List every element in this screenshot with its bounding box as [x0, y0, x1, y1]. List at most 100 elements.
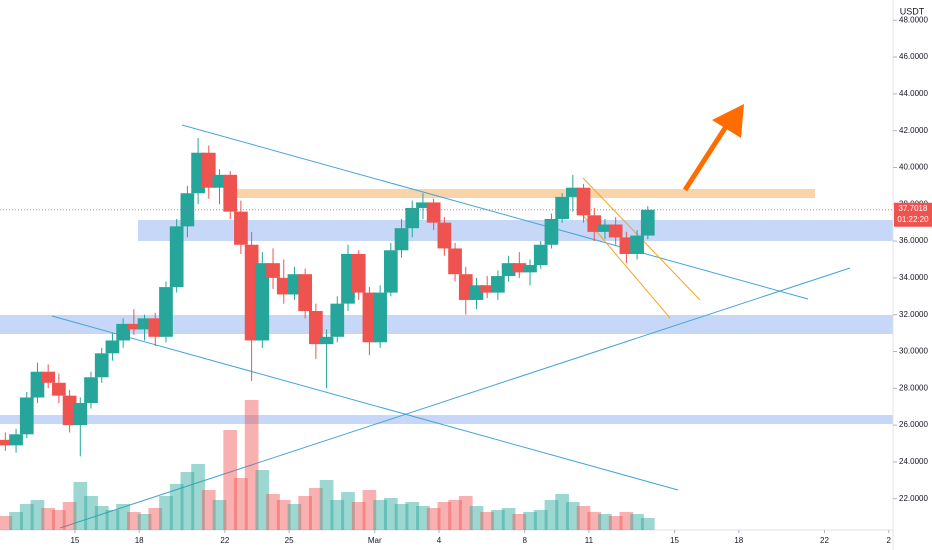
volume-bar	[212, 500, 227, 530]
x-tick-label: 4	[437, 536, 442, 545]
candle-body	[437, 222, 452, 249]
volume-bar	[576, 506, 591, 530]
volume-bar	[351, 502, 366, 530]
candle-body	[330, 303, 345, 337]
volume-bar	[405, 502, 420, 530]
trend-line	[51, 315, 679, 491]
volume-bar	[41, 508, 56, 530]
candles	[0, 138, 655, 457]
volume-bar	[0, 516, 13, 530]
y-tick-label: 44.0000	[899, 89, 928, 98]
candle-body	[212, 174, 227, 188]
volume-bar	[437, 502, 452, 530]
volume-bar	[73, 482, 88, 530]
candle-body	[587, 215, 602, 232]
volume-bar	[383, 498, 398, 530]
volume-bar	[426, 508, 441, 530]
support-zone	[0, 315, 893, 334]
trend-line	[181, 124, 809, 300]
volume-bar	[191, 464, 205, 530]
volume-bar	[341, 492, 355, 530]
volume-bar	[137, 514, 152, 530]
y-tick-label: 40.0000	[899, 163, 928, 172]
volume-bars	[0, 400, 655, 530]
candle-body	[266, 263, 280, 278]
volume-bar	[287, 504, 302, 530]
candle-body	[533, 244, 548, 265]
candle-body	[608, 224, 623, 238]
candle-body	[126, 323, 141, 330]
x-tick-label: 22	[220, 536, 229, 545]
candle-body	[341, 253, 355, 304]
volume-bar	[394, 504, 409, 530]
candle-body	[9, 434, 23, 446]
candle-body	[201, 152, 216, 188]
candle-body	[544, 218, 559, 245]
candle-body	[73, 403, 88, 426]
volume-bar	[448, 500, 462, 530]
volume-bar	[309, 488, 323, 530]
volume-bar	[276, 500, 291, 530]
y-tick-label: 32.0000	[899, 310, 928, 319]
x-tick-label: 15	[670, 536, 679, 545]
resistance-zone	[225, 189, 815, 198]
candle-body	[94, 353, 109, 378]
volume-bar	[491, 510, 505, 530]
x-tick-label: 22	[820, 536, 829, 545]
candle-body	[319, 336, 334, 345]
candle-body	[223, 174, 238, 212]
volume-bar	[608, 516, 623, 530]
drawings	[0, 104, 893, 529]
candle-body	[469, 285, 484, 300]
volume-bar	[126, 512, 141, 530]
y-tick-label: 22.0000	[899, 494, 928, 503]
candle-body	[416, 202, 430, 208]
volume-bar	[19, 504, 34, 530]
volume-bar	[9, 512, 23, 530]
volume-bar	[630, 514, 644, 530]
x-tick-label: 25	[285, 536, 294, 545]
y-tick-label: 48.0000	[899, 15, 928, 24]
x-tick-label: 18	[135, 536, 144, 545]
candle-body	[84, 377, 98, 404]
volume-bar	[330, 500, 345, 530]
candle-body	[0, 439, 13, 446]
candle-body	[116, 323, 130, 341]
volume-bar	[94, 506, 109, 530]
x-tick-label: 18	[734, 536, 743, 545]
candle-body	[255, 263, 270, 341]
candle-body	[105, 340, 120, 354]
volume-bar	[266, 494, 280, 530]
volume-bar	[416, 506, 430, 530]
arrow-shaft	[682, 123, 730, 192]
y-tick-label: 36.0000	[899, 236, 928, 245]
volume-bar	[62, 502, 77, 530]
volume-bar	[512, 514, 527, 530]
candle-body	[480, 285, 495, 293]
currency-label: USDT	[900, 6, 925, 16]
trend-line	[59, 267, 851, 529]
volume-bar	[298, 496, 313, 530]
volume-bar	[201, 490, 216, 530]
volume-bar	[587, 512, 602, 530]
volume-bar	[180, 472, 195, 530]
y-tick-label: 26.0000	[899, 420, 928, 429]
volume-bar	[148, 508, 163, 530]
candle-body	[137, 318, 152, 330]
volume-bar	[244, 400, 259, 530]
candle-body	[383, 250, 398, 293]
x-tick-label: Mar	[368, 536, 382, 545]
volume-bar	[544, 500, 559, 530]
volume-bar	[105, 510, 120, 530]
candle-body	[598, 224, 612, 232]
y-tick-label: 42.0000	[899, 126, 928, 135]
support-zone	[0, 415, 893, 424]
volume-bar	[362, 490, 377, 530]
x-tick-label: 2	[886, 536, 891, 545]
countdown-label: 01:22:20	[897, 215, 929, 224]
candle-body	[351, 253, 366, 293]
candle-body	[576, 187, 591, 216]
support-zone	[138, 220, 893, 241]
volume-bar	[458, 496, 473, 530]
x-tick-label: 8	[522, 536, 527, 545]
